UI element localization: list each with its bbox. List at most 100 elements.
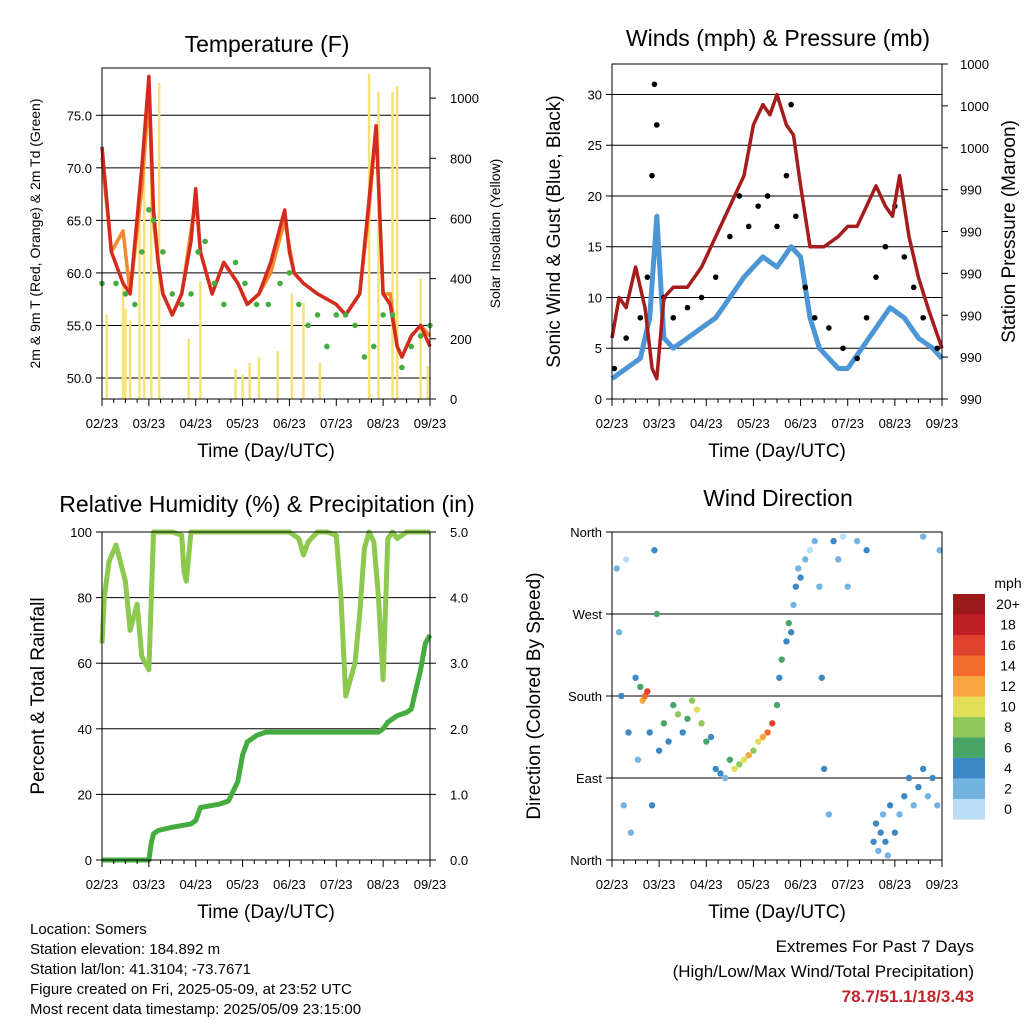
direction-point: [863, 547, 870, 554]
point-gust: [920, 314, 926, 321]
point-gust: [623, 335, 629, 341]
station-info: Location: Somers Station elevation: 184.…: [30, 920, 361, 1020]
direction-point: [870, 838, 877, 845]
direction-point: [910, 802, 917, 809]
panel-winds: 02/23 03/23 04/23 05/23 06/23 07/23 08/23 09/23…: [544, 25, 1020, 462]
y-right-tick-label: 3.0: [450, 656, 468, 671]
y-right-tick-label: 1000: [960, 141, 989, 156]
y-tick-label: 0: [595, 392, 602, 407]
point-dewpoint: [352, 322, 358, 329]
elevation-label: Station elevation: 184.892 m: [30, 941, 221, 958]
point-gust: [653, 122, 660, 128]
plot-frame: [611, 63, 943, 400]
direction-point: [872, 820, 880, 827]
direction-point: [754, 738, 762, 745]
direction-point: [882, 838, 889, 845]
x-tick-label: 08/23: [879, 416, 912, 431]
y-tick-label: 15: [588, 240, 602, 255]
point-dewpoint: [221, 301, 227, 308]
x-tick-label: 02/23: [86, 416, 119, 431]
point-dewpoint: [296, 301, 302, 308]
y-right-tick-label: 5.0: [450, 525, 468, 540]
y-tick-label: 50.0: [67, 371, 92, 386]
y-right-tick-label: 800: [450, 151, 472, 166]
point-gust: [736, 193, 743, 199]
point-gust: [698, 294, 705, 301]
direction-point: [905, 774, 913, 782]
direction-point: [615, 629, 623, 636]
legend-swatch: [953, 635, 985, 656]
legend-label: 18: [1000, 617, 1016, 633]
legend-swatch: [953, 737, 985, 758]
direction-point: [787, 629, 795, 636]
direction-point: [835, 556, 842, 563]
x-tick-label: 09/23: [926, 416, 959, 431]
direction-point: [625, 729, 632, 736]
legend-label: 14: [1000, 658, 1016, 674]
speed-legend: mph 20+ 18 16 14 12 10 8 6 4 2 0: [953, 575, 1022, 820]
direction-point: [688, 697, 696, 704]
direction-point: [792, 583, 800, 590]
point-gust: [934, 345, 941, 352]
direction-point: [717, 770, 724, 777]
point-dewpoint: [139, 249, 145, 255]
point-gust: [910, 284, 917, 291]
direction-point: [655, 747, 663, 754]
direction-point: [783, 638, 790, 645]
extremes-title: Extremes For Past 7 Days: [775, 937, 974, 956]
point-dewpoint: [132, 301, 138, 308]
x-tick-label: 06/23: [784, 877, 817, 892]
x-tick-label: 05/23: [737, 416, 770, 431]
point-gust: [783, 172, 790, 179]
direction-point: [726, 756, 734, 763]
direction-point: [620, 802, 627, 809]
x-tick-label: 02/23: [596, 416, 629, 431]
y-tick-label: 70.0: [67, 161, 92, 176]
point-gust: [788, 101, 794, 108]
point-gust: [802, 284, 809, 291]
point-gust: [649, 172, 655, 179]
direction-point: [665, 738, 672, 745]
legend-swatch: [953, 758, 985, 779]
point-dewpoint: [277, 280, 283, 287]
direction-point: [811, 537, 818, 545]
latlon-label: Station lat/lon: 41.3104; -73.7671: [30, 961, 252, 978]
x-tick-label: 06/23: [273, 877, 306, 892]
y-tick-label: 0: [85, 853, 92, 868]
x-tick-label: 02/23: [596, 877, 629, 892]
x-axis-label: Time (Day/UTC): [708, 902, 846, 923]
direction-point: [769, 720, 776, 727]
point-gust: [774, 223, 780, 230]
x-tick-label: 03/23: [133, 877, 166, 892]
x-tick-label: 04/23: [179, 877, 212, 892]
x-tick-label: 03/23: [133, 416, 166, 431]
point-gust: [826, 325, 832, 331]
direction-point: [750, 747, 757, 754]
direction-point: [884, 852, 891, 859]
point-dewpoint: [146, 207, 152, 213]
direction-point: [839, 533, 847, 540]
y-right-tick-label: 4.0: [450, 591, 468, 606]
point-gust: [901, 254, 908, 260]
point-dewpoint: [417, 333, 424, 339]
point-dewpoint: [113, 280, 119, 287]
x-tick-label: 04/23: [179, 416, 212, 431]
y-tick-label: North: [570, 853, 602, 868]
point-dewpoint: [408, 343, 415, 350]
direction-point: [785, 619, 792, 627]
x-tick-label: 08/23: [879, 877, 912, 892]
direction-point: [698, 720, 705, 727]
direction-point: [707, 733, 715, 741]
point-dewpoint: [324, 343, 330, 350]
legend-label: 8: [1004, 719, 1012, 735]
y-tick-label: 25: [588, 138, 602, 153]
x-tick-label: 07/23: [831, 416, 864, 431]
legend-swatch: [953, 676, 985, 697]
point-gust: [670, 314, 677, 321]
legend-swatch: [953, 594, 985, 615]
created-label: Figure created on Fri, 2025-05-09, at 23…: [30, 981, 352, 998]
direction-point: [644, 688, 651, 695]
point-gust: [882, 243, 889, 250]
legend-swatch: [953, 717, 985, 738]
direction-point: [721, 774, 729, 782]
